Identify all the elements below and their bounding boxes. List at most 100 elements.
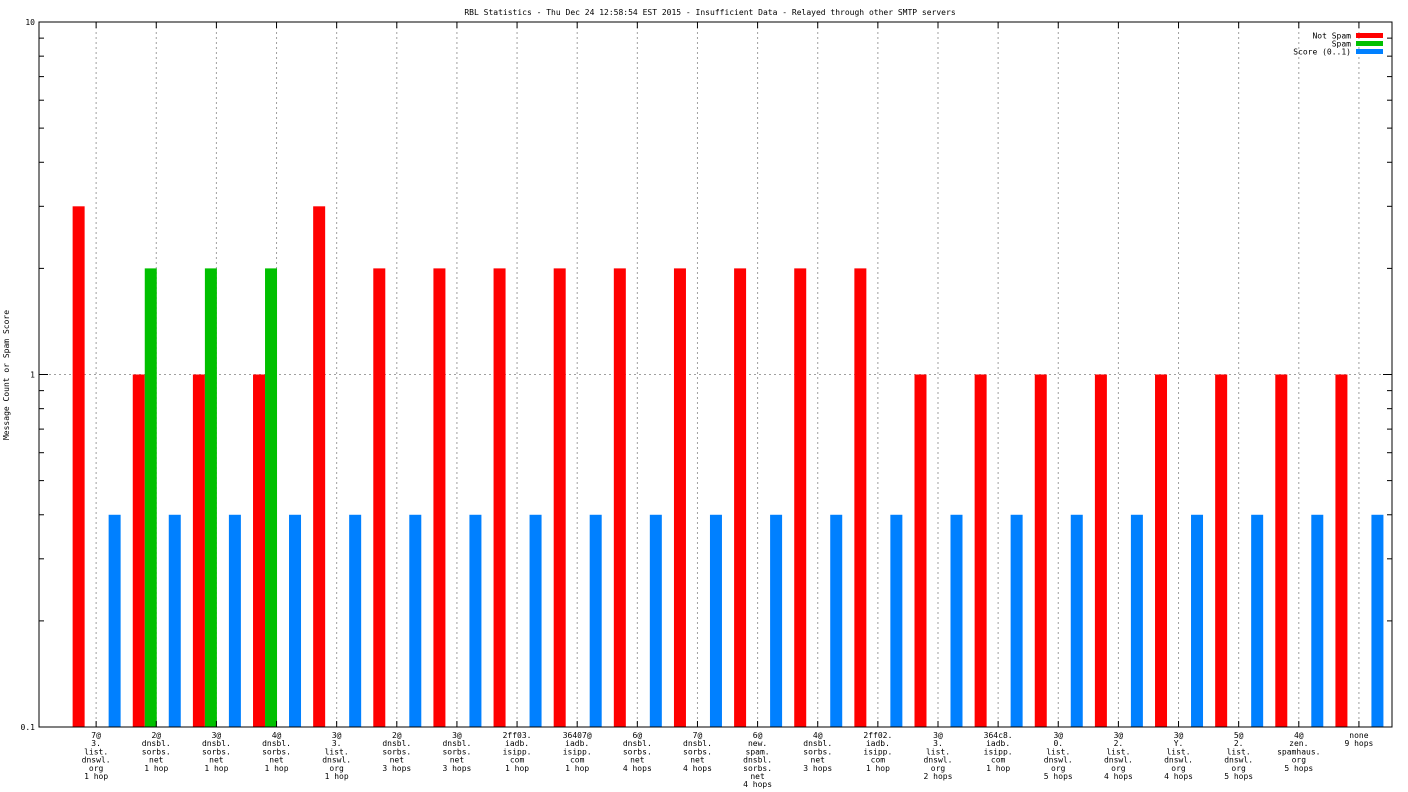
x-tick-label-line: net [209,756,224,765]
x-tick-label-line: sorbs. [382,747,411,756]
x-tick-label-line: 4 hops [743,780,772,789]
x-tick-label-line: 9 hops [1344,739,1373,748]
bar-not-spam [613,268,626,727]
x-tick-label-line: sorbs. [623,747,652,756]
x-tick-label-line: dnsbl. [803,739,832,748]
x-tick-label: 2@ dnsbl. sorbs. net 1 hop [142,731,171,773]
x-tick-label: 36407@ iadb. isipp. com 1 hop [563,731,592,773]
x-tick-label-line: org [1231,764,1246,773]
bar-not-spam [673,268,686,727]
bar-score-0-1 [349,514,362,727]
x-tick-label-line: list. [1046,747,1070,756]
x-tick-label-line: 7@ [91,731,101,740]
x-tick-label-line: 1 hop [264,764,288,773]
bar-spam [265,268,278,727]
x-tick-label-line: 2. [1234,739,1244,748]
bar-score-0-1 [469,514,482,727]
bar-not-spam [854,268,867,727]
x-tick-label-line: dnsbl. [442,739,471,748]
x-tick-label: 3@ dnsbl. sorbs. net 1 hop [202,731,231,773]
x-tick-label-line: 5@ [1234,731,1244,740]
x-tick-label-line: 3@ [212,731,222,740]
x-tick-label-line: 5 hops [1284,764,1313,773]
x-tick-label: 7@ dnsbl. sorbs. net 4 hops [683,731,712,773]
x-tick-label-line: zen. [1289,739,1308,748]
x-tick-label-line: sorbs. [142,747,171,756]
bar-score-0-1 [168,514,181,727]
x-tick-label: 4@ dnsbl. sorbs. net 3 hops [803,731,832,773]
bar-not-spam [72,206,85,727]
bar-score-0-1 [228,514,241,727]
x-tick-label-line: org [329,764,344,773]
x-tick-label-line: 1 hop [986,764,1010,773]
x-tick-label: none 9 hops [1344,731,1373,748]
x-tick-label-line: 1 hop [325,772,349,781]
bar-score-0-1 [1070,514,1083,727]
x-tick-label-line: 2ff02. [863,731,892,740]
bar-not-spam [974,374,987,727]
x-tick-label-line: 2. [1114,739,1124,748]
x-tick-label: 4@ dnsbl. sorbs. net 1 hop [262,731,291,773]
x-tick-label-line: 1 hop [84,772,108,781]
x-tick-label-line: com [510,756,525,765]
x-tick-label-line: 3. [332,739,342,748]
legend-label: Not Spam [1312,32,1351,41]
x-tick-label-line: 3@ [1114,731,1124,740]
x-tick-label: 4@ zen. spamhaus. org 5 hops [1277,731,1320,773]
x-tick-label-line: sorbs. [262,747,291,756]
bar-not-spam [1034,374,1047,727]
x-tick-label-line: dnswl. [322,756,351,765]
x-tick-label: 3@ dnsbl. sorbs. net 3 hops [442,731,471,773]
x-tick-label-line: iadb. [866,739,890,748]
bar-spam [204,268,217,727]
x-tick-label-line: dnswl. [924,756,953,765]
x-tick-label-line: spamhaus. [1277,747,1320,756]
x-tick-label-line: none [1349,731,1368,740]
x-tick-label-line: 5 hops [1044,772,1073,781]
x-tick-label-line: sorbs. [803,747,832,756]
x-tick-label-line: 5 hops [1224,772,1253,781]
x-tick-label-line: list. [1166,747,1190,756]
x-tick-label-line: net [690,756,705,765]
x-tick-label-line: dnsbl. [142,739,171,748]
x-tick-label: 2ff03. iadb. isipp. com 1 hop [503,731,532,773]
x-tick-label-line: net [149,756,164,765]
x-tick-label-line: 3@ [1053,731,1063,740]
bars [72,206,1384,727]
bar-score-0-1 [108,514,121,727]
x-tick-label: 2ff02. iadb. isipp. com 1 hop [863,731,892,773]
x-tick-label-line: org [1051,764,1066,773]
plot-frame [38,21,1393,728]
x-tick-label-line: org [1111,764,1126,773]
x-tick-label-line: dnswl. [1104,756,1133,765]
bar-not-spam [493,268,506,727]
x-tick-label-line: 3@ [1174,731,1184,740]
x-tick-label-line: iadb. [565,739,589,748]
x-tick-label-line: 1 hop [144,764,168,773]
x-tick-label-line: list. [1106,747,1130,756]
x-tick-label-line: iadb. [986,739,1010,748]
bar-score-0-1 [1371,514,1384,727]
bar-score-0-1 [890,514,903,727]
bar-not-spam [914,374,927,727]
x-tick-label-line: 0. [1053,739,1063,748]
x-tick-label-line: dnsbl. [382,739,411,748]
x-tick-label-line: org [89,764,104,773]
y-tick-label: 10 [25,18,35,27]
x-tick-label-line: isipp. [984,747,1013,756]
x-tick-label: 5@ 2. list. dnswl. org 5 hops [1224,731,1253,781]
x-tick-label-line: new. [748,739,767,748]
x-tick-label-line: 4 hops [623,764,652,773]
legend-swatch [1356,41,1383,46]
bar-not-spam [433,268,446,727]
legend-swatch [1356,49,1383,54]
bar-not-spam [192,374,205,727]
bar-score-0-1 [1130,514,1143,727]
chart-title: RBL Statistics - Thu Dec 24 12:58:54 EST… [464,8,955,17]
bar-not-spam [132,374,145,727]
x-tick-label-line: dnswl. [1044,756,1073,765]
legend-label: Spam [1332,40,1351,49]
x-tick-label: 6@ new. spam. dnsbl. sorbs. net 4 hops [743,731,772,789]
